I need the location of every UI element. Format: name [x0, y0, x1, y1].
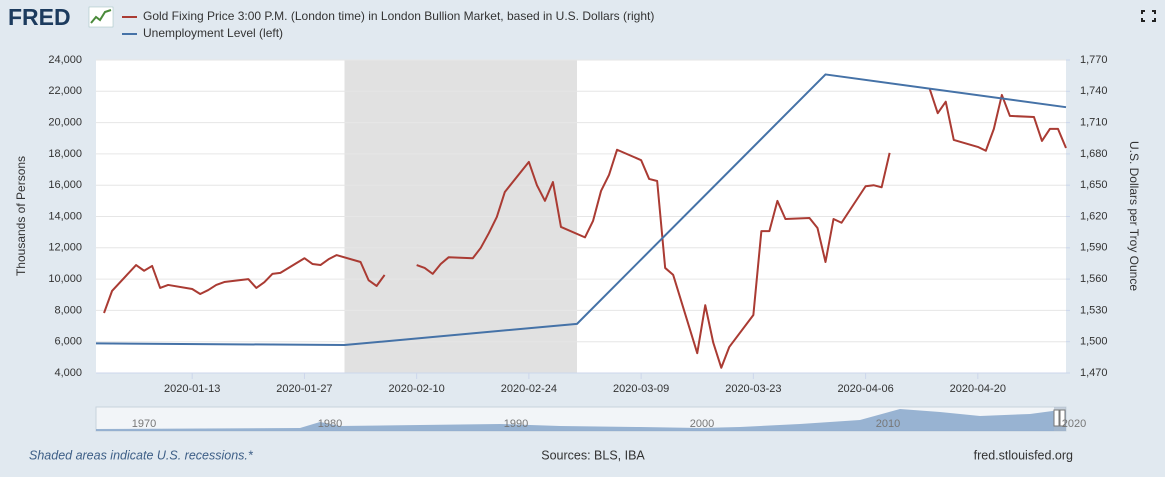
navigator: 1970 1980 1990 2000 2010 2020: [95, 406, 1086, 432]
navigator-label: 2020: [1062, 418, 1086, 430]
x-tick-label: 2020-04-06: [837, 383, 893, 395]
y-tick-label: 24,000: [48, 54, 82, 66]
sources: Sources: BLS, IBA: [541, 448, 645, 462]
y-tick-label: 4,000: [54, 367, 82, 379]
y-tick-label: 20,000: [48, 117, 82, 129]
navigator-label: 1980: [318, 418, 342, 430]
fullscreen-icon[interactable]: [1141, 10, 1156, 22]
y-tick-label: 10,000: [48, 273, 82, 285]
y-tick-label: 16,000: [48, 179, 82, 191]
y-axis-title: Thousands of Persons: [14, 156, 28, 276]
y-tick-label: 12,000: [48, 242, 82, 254]
navigator-label: 1970: [132, 418, 156, 430]
x-tick-label: 2020-02-24: [501, 383, 557, 395]
series-line: [103, 88, 1067, 369]
navigator-label: 1990: [504, 418, 528, 430]
y2-tick-label: 1,650: [1080, 179, 1108, 191]
x-tick-label: 2020-02-10: [389, 383, 445, 395]
logo-icon: [88, 6, 114, 28]
x-tick-label: 2020-03-09: [613, 383, 669, 395]
y2-tick-label: 1,560: [1080, 273, 1108, 285]
series-line: [95, 73, 1067, 347]
y-tick-label: 22,000: [48, 85, 82, 97]
y-tick-label: 6,000: [54, 336, 82, 348]
x-tick-label: 2020-03-23: [725, 383, 781, 395]
y2-axis-title: U.S. Dollars per Troy Ounce: [1127, 141, 1141, 291]
navigator-label: 2010: [876, 418, 900, 430]
y2-tick-label: 1,770: [1080, 54, 1108, 66]
y2-tick-label: 1,590: [1080, 242, 1108, 254]
y2-tick-label: 1,530: [1080, 304, 1108, 316]
y-tick-label: 14,000: [48, 210, 82, 222]
x-tick-label: 2020-04-20: [950, 383, 1006, 395]
y2-tick-label: 1,740: [1080, 85, 1108, 97]
legend-label: Gold Fixing Price 3:00 P.M. (London time…: [143, 9, 654, 23]
y2-tick-label: 1,500: [1080, 336, 1108, 348]
y2-tick-label: 1,680: [1080, 148, 1108, 160]
y2-tick-label: 1,710: [1080, 117, 1108, 129]
y2-tick-label: 1,620: [1080, 210, 1108, 222]
y2-tick-label: 1,470: [1080, 367, 1108, 379]
logo[interactable]: FRED: [8, 4, 71, 30]
y-tick-label: 18,000: [48, 148, 82, 160]
x-tick-label: 2020-01-13: [164, 383, 220, 395]
x-tick-label: 2020-01-27: [276, 383, 332, 395]
navigator-label: 2000: [690, 418, 714, 430]
recession-note[interactable]: Shaded areas indicate U.S. recessions.*: [29, 448, 254, 462]
y-tick-label: 8,000: [54, 304, 82, 316]
site-link[interactable]: fred.stlouisfed.org: [974, 448, 1073, 462]
legend-label: Unemployment Level (left): [143, 26, 283, 40]
